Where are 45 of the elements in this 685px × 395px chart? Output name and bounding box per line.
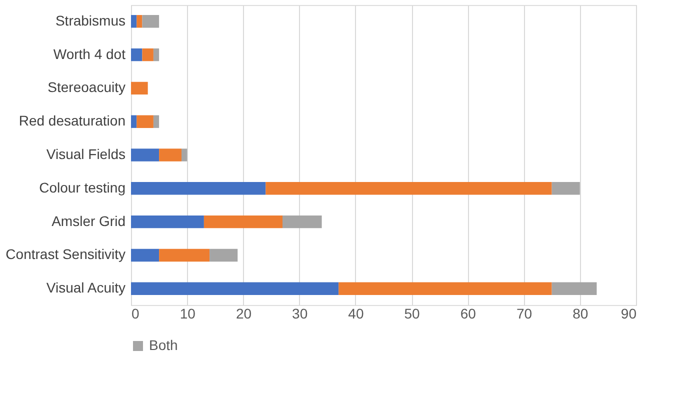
y-tick-label: Amsler Grid [52, 212, 126, 229]
legend-label: Both [149, 337, 178, 353]
bar [136, 115, 154, 128]
x-tick-label: 90 [620, 306, 637, 322]
y-tick-label: Colour testing [39, 179, 126, 196]
y-tick-label: Red desaturation [18, 112, 126, 129]
bar [153, 115, 160, 128]
bar [159, 148, 182, 162]
x-tick-label: 40 [348, 306, 364, 322]
bar [210, 248, 238, 262]
bar [142, 48, 154, 62]
bar [552, 282, 597, 295]
bar [338, 282, 552, 295]
bar [159, 248, 210, 262]
bar [142, 15, 160, 28]
y-tick-label: Visual Acuity [46, 280, 126, 296]
bar [153, 48, 160, 62]
x-tick-label: 70 [516, 306, 532, 322]
y-tick-label: Contrast Sensitivity [6, 246, 126, 262]
y-tick-label: Worth 4 dot [53, 46, 126, 62]
y-tick-label: Strabismus [55, 12, 126, 28]
bar [131, 82, 148, 95]
x-tick-label: 20 [236, 306, 252, 322]
bar [131, 115, 137, 128]
x-tick-label: 50 [404, 306, 420, 322]
y-tick-label: Visual Fields [46, 146, 126, 162]
y-tick-label: Stereoacuity [48, 79, 126, 96]
bar [131, 182, 266, 195]
bar [131, 282, 339, 295]
bar [182, 148, 188, 162]
x-tick-label: 10 [180, 306, 196, 322]
bar [552, 182, 580, 195]
x-tick-label: 30 [292, 306, 308, 322]
bar [131, 215, 204, 228]
bar [204, 215, 282, 228]
bar [131, 48, 142, 62]
bar [131, 15, 137, 28]
bar [266, 182, 552, 195]
x-tick-label: 60 [460, 306, 476, 322]
x-tick-label: 80 [572, 306, 588, 322]
bar [131, 148, 160, 162]
bar [136, 15, 142, 28]
bar [282, 215, 322, 228]
x-tick-label: 0 [132, 306, 140, 322]
bar [131, 248, 160, 262]
